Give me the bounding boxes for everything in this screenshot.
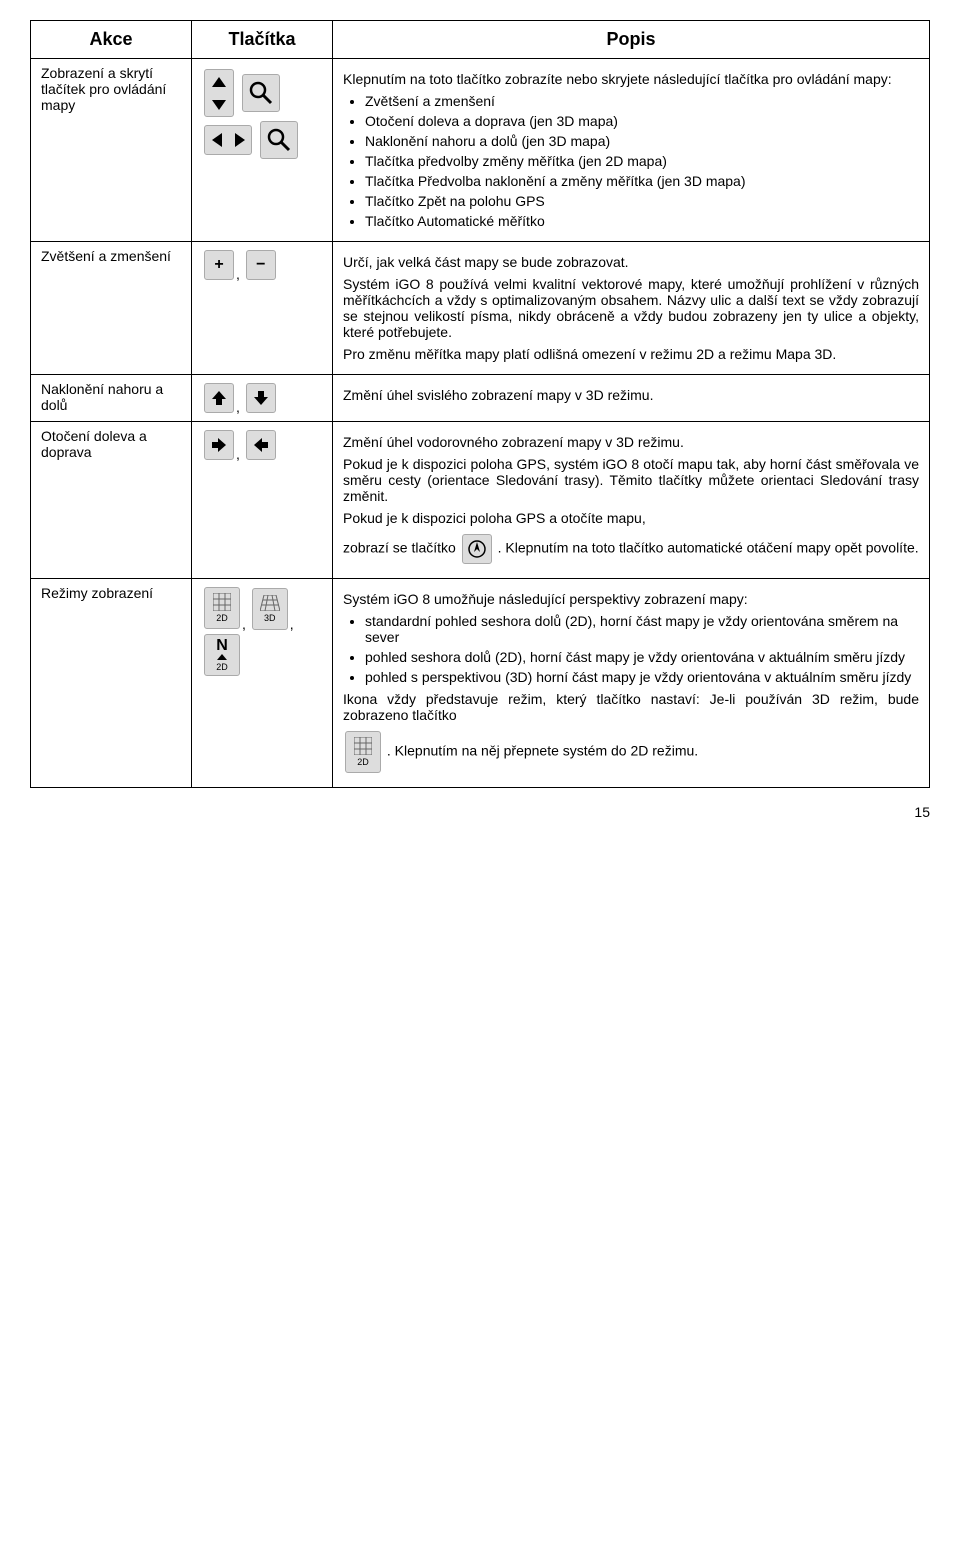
th-popis: Popis [333, 21, 930, 59]
updown-icon [204, 69, 234, 117]
magnify-icon [242, 74, 280, 112]
mode-label: 3D [264, 613, 276, 623]
list-item: pohled seshora dolů (2D), horní část map… [365, 649, 919, 665]
description-text: Systém iGO 8 používá velmi kvalitní vekt… [343, 276, 919, 340]
description-text: Určí, jak velká část mapy se bude zobraz… [343, 254, 919, 270]
description-text: Pro změnu měřítka mapy platí odlišná ome… [343, 346, 919, 362]
magnify-icon [260, 121, 298, 159]
arrow-down-icon [246, 383, 276, 413]
bullet-list: Zvětšení a zmenšení Otočení doleva a dop… [343, 93, 919, 229]
description-text: Klepnutím na toto tlačítko zobrazíte neb… [343, 71, 919, 87]
plus-icon: + [204, 250, 234, 280]
list-item: Tlačítko Automatické měřítko [365, 213, 919, 229]
separator: , [290, 616, 294, 632]
mode-2d-grid-icon: 2D [345, 731, 381, 773]
separator: , [236, 446, 244, 462]
compass-icon [462, 534, 492, 564]
table-row: Otočení doleva a doprava , Změní úhel vo… [31, 422, 930, 579]
description-text: Změní úhel svislého zobrazení mapy v 3D … [343, 387, 919, 403]
mode-label: 2D [216, 662, 228, 672]
north-label: N [216, 638, 228, 654]
popis-cell: Změní úhel svislého zobrazení mapy v 3D … [333, 375, 930, 422]
list-item: Tlačítka Předvolba naklonění a změny měř… [365, 173, 919, 189]
popis-cell: Změní úhel vodorovného zobrazení mapy v … [333, 422, 930, 579]
buttons-cell: 2D , 3D , N 2D [192, 579, 333, 788]
page-number: 15 [30, 804, 930, 820]
header-row: Akce Tlačítka Popis [31, 21, 930, 59]
bullet-list: standardní pohled seshora dolů (2D), hor… [343, 613, 919, 685]
list-item: Otočení doleva a doprava (jen 3D mapa) [365, 113, 919, 129]
akce-cell: Naklonění nahoru a dolů [31, 375, 192, 422]
akce-cell: Zobrazení a skrytí tlačítek pro ovládání… [31, 59, 192, 242]
list-item: standardní pohled seshora dolů (2D), hor… [365, 613, 919, 645]
th-akce: Akce [31, 21, 192, 59]
separator: , [236, 399, 244, 415]
description-text: zobrazí se tlačítko . Klepnutím na toto … [343, 532, 919, 566]
table-row: Naklonění nahoru a dolů , Změní úhel svi… [31, 375, 930, 422]
list-item: Tlačítka předvolby změny měřítka (jen 2D… [365, 153, 919, 169]
buttons-cell [192, 59, 333, 242]
description-text: Systém iGO 8 umožňuje následující perspe… [343, 591, 919, 607]
buttons-cell: +, − [192, 242, 333, 375]
akce-cell: Otočení doleva a doprava [31, 422, 192, 579]
arrow-up-icon [204, 383, 234, 413]
list-item: Naklonění nahoru a dolů (jen 3D mapa) [365, 133, 919, 149]
popis-cell: Klepnutím na toto tlačítko zobrazíte neb… [333, 59, 930, 242]
buttons-cell: , [192, 422, 333, 579]
mode-label: 2D [216, 613, 228, 623]
description-text: Pokud je k dispozici poloha GPS a otočít… [343, 510, 919, 526]
table-row: Zvětšení a zmenšení +, − Určí, jak velká… [31, 242, 930, 375]
mode-2d-north-icon: N 2D [204, 634, 240, 676]
text-segment: . Klepnutím na toto tlačítko automatické… [498, 540, 919, 556]
table-row: Režimy zobrazení 2D , 3D , N 2D Systém i… [31, 579, 930, 788]
arrow-left-icon [246, 430, 276, 460]
minus-icon: − [246, 250, 276, 280]
arrow-right-icon [204, 430, 234, 460]
separator: , [236, 266, 244, 282]
description-text: 2D . Klepnutím na něj přepnete systém do… [343, 729, 919, 775]
th-tlacitka: Tlačítka [192, 21, 333, 59]
list-item: Zvětšení a zmenšení [365, 93, 919, 109]
leftright-icon [204, 125, 252, 155]
buttons-cell: , [192, 375, 333, 422]
mode-label: 2D [357, 757, 369, 767]
description-text: Změní úhel vodorovného zobrazení mapy v … [343, 434, 919, 450]
description-text: Ikona vždy představuje režim, který tlač… [343, 691, 919, 723]
text-segment: . Klepnutím na něj přepnete systém do 2D… [387, 743, 698, 759]
main-table: Akce Tlačítka Popis Zobrazení a skrytí t… [30, 20, 930, 788]
popis-cell: Systém iGO 8 umožňuje následující perspe… [333, 579, 930, 788]
popis-cell: Určí, jak velká část mapy se bude zobraz… [333, 242, 930, 375]
akce-cell: Režimy zobrazení [31, 579, 192, 788]
akce-cell: Zvětšení a zmenšení [31, 242, 192, 375]
mode-3d-icon: 3D [252, 588, 288, 630]
text-segment: zobrazí se tlačítko [343, 540, 460, 556]
table-row: Zobrazení a skrytí tlačítek pro ovládání… [31, 59, 930, 242]
mode-2d-grid-icon: 2D [204, 587, 240, 629]
list-item: Tlačítko Zpět na polohu GPS [365, 193, 919, 209]
separator: , [242, 616, 246, 632]
list-item: pohled s perspektivou (3D) horní část ma… [365, 669, 919, 685]
description-text: Pokud je k dispozici poloha GPS, systém … [343, 456, 919, 504]
